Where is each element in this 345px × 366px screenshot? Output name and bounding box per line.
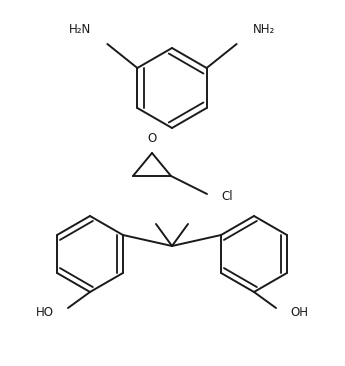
Text: H₂N: H₂N [69,23,91,36]
Text: O: O [147,132,157,145]
Text: HO: HO [36,306,54,318]
Text: Cl: Cl [221,190,233,202]
Text: NH₂: NH₂ [253,23,275,36]
Text: OH: OH [290,306,308,318]
